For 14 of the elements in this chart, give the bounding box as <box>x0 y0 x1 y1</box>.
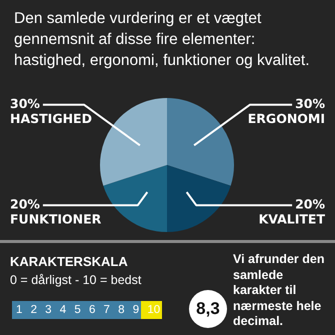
data-label: 30% <box>295 96 326 111</box>
chart-title: Den samlede vurdering er et vægtet gennemsnit af disse fire elementer: hastighed, ergonomi, funktioner og kvalitet. <box>14 9 311 71</box>
data-label: 30% <box>10 96 40 111</box>
slice-label: KVALITET <box>258 211 326 226</box>
slice-label: HASTIGHED <box>10 110 92 126</box>
data-label: 20% <box>295 196 326 212</box>
text: 1 2 3 4 5 6 7 8 9 10 <box>12 301 162 319</box>
slice-label: ERGONOMI <box>248 110 325 126</box>
text: 0 = dårligst - 10 = bedst <box>10 273 142 287</box>
text: KARAKTERSKALA <box>10 254 128 269</box>
text: 8,3 <box>189 290 227 328</box>
text: Vi afrunder den samlede karakter til nærmeste hele decimal. <box>233 252 326 330</box>
data-label: 20% <box>10 196 40 212</box>
slice-label: FUNKTIONER <box>10 211 102 226</box>
